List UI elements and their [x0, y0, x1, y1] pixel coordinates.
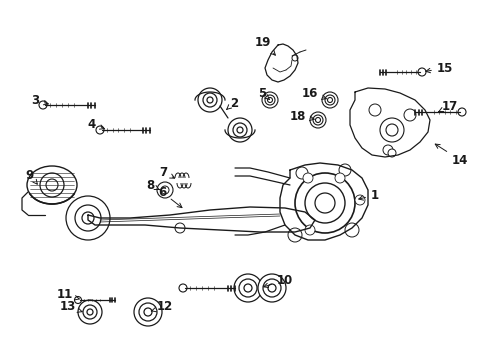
Text: 19: 19	[254, 36, 275, 55]
Circle shape	[457, 108, 465, 116]
Text: 9: 9	[26, 168, 37, 184]
Circle shape	[325, 95, 334, 105]
Circle shape	[179, 284, 186, 292]
Circle shape	[345, 223, 358, 237]
Circle shape	[321, 92, 337, 108]
Text: 10: 10	[263, 274, 292, 288]
Circle shape	[161, 186, 169, 194]
Circle shape	[295, 167, 307, 179]
Circle shape	[334, 173, 345, 183]
Circle shape	[309, 112, 325, 128]
Circle shape	[134, 298, 162, 326]
Circle shape	[387, 149, 395, 157]
Circle shape	[139, 303, 157, 321]
Circle shape	[379, 118, 403, 142]
Circle shape	[227, 118, 251, 142]
Circle shape	[40, 173, 64, 197]
Text: 7: 7	[159, 166, 174, 179]
Circle shape	[157, 182, 173, 198]
Circle shape	[315, 117, 320, 122]
Text: 2: 2	[226, 96, 238, 109]
Circle shape	[327, 98, 332, 103]
Text: 8: 8	[145, 179, 159, 192]
Circle shape	[237, 127, 243, 133]
Circle shape	[262, 92, 278, 108]
Circle shape	[198, 88, 222, 112]
Circle shape	[74, 297, 81, 303]
Circle shape	[78, 300, 102, 324]
Circle shape	[258, 274, 285, 302]
Circle shape	[291, 55, 297, 61]
Text: 5: 5	[257, 86, 269, 99]
Circle shape	[96, 126, 104, 134]
Circle shape	[403, 109, 415, 121]
Circle shape	[244, 284, 251, 292]
Circle shape	[46, 179, 58, 191]
Circle shape	[338, 164, 350, 176]
Circle shape	[75, 205, 101, 231]
Text: 13: 13	[60, 301, 82, 314]
Circle shape	[305, 183, 345, 223]
Text: 16: 16	[301, 86, 325, 99]
Circle shape	[143, 308, 152, 316]
Text: 12: 12	[151, 301, 173, 314]
Circle shape	[382, 145, 392, 155]
Circle shape	[203, 93, 217, 107]
Circle shape	[239, 279, 257, 297]
Circle shape	[267, 284, 275, 292]
Circle shape	[263, 279, 281, 297]
Circle shape	[175, 223, 184, 233]
Circle shape	[287, 228, 302, 242]
Ellipse shape	[27, 166, 77, 204]
Text: 17: 17	[438, 99, 457, 112]
Circle shape	[87, 309, 93, 315]
Circle shape	[234, 274, 262, 302]
Circle shape	[385, 124, 397, 136]
Circle shape	[66, 196, 110, 240]
Circle shape	[39, 101, 47, 109]
Text: 4: 4	[88, 117, 104, 131]
Circle shape	[82, 212, 94, 224]
Text: 11: 11	[57, 288, 79, 302]
Circle shape	[314, 193, 334, 213]
Circle shape	[417, 68, 425, 76]
Text: 3: 3	[31, 94, 48, 107]
Text: 6: 6	[158, 185, 182, 208]
Circle shape	[267, 98, 272, 103]
Circle shape	[312, 115, 323, 125]
Circle shape	[83, 305, 97, 319]
Text: 18: 18	[289, 109, 314, 122]
Circle shape	[368, 104, 380, 116]
Text: 1: 1	[358, 189, 378, 202]
Text: 15: 15	[425, 62, 452, 75]
Circle shape	[264, 95, 274, 105]
Text: 14: 14	[434, 144, 467, 166]
Circle shape	[232, 123, 246, 137]
Circle shape	[294, 173, 354, 233]
Circle shape	[206, 97, 213, 103]
Circle shape	[303, 173, 312, 183]
Circle shape	[354, 195, 364, 205]
Circle shape	[305, 225, 314, 235]
